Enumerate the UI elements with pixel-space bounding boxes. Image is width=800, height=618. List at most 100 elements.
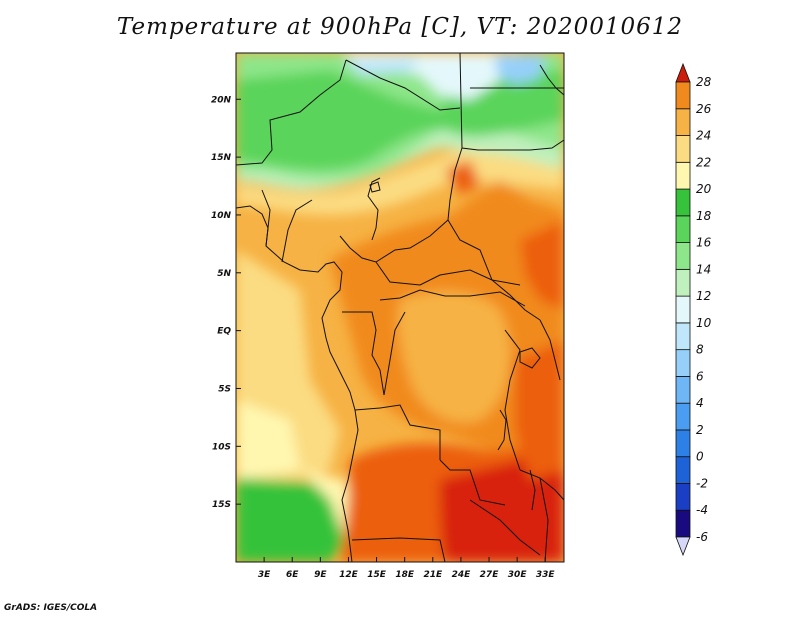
colorbar-under-triangle: [675, 536, 691, 557]
band-central-lighter: [398, 291, 511, 423]
colorbar-label: -2: [696, 476, 708, 490]
colorbar-box: [675, 135, 691, 163]
border-namibia: [351, 537, 446, 562]
colorbar-label: 8: [696, 343, 704, 357]
border-south-sudan: [491, 279, 541, 321]
colorbar-label: 28: [696, 75, 712, 89]
colorbar-box: [675, 402, 691, 431]
band-east-red: [515, 340, 564, 480]
blob-blue-ne: [495, 55, 545, 85]
band-pale-yellow: [236, 151, 564, 215]
colorbar-box: [675, 81, 691, 110]
band-north-mid-green: [236, 70, 564, 171]
colorbar-box: [675, 509, 691, 538]
y-tick-label: 20N: [211, 95, 232, 105]
y-tick-label: EQ: [217, 327, 231, 337]
border-benin-togo: [261, 189, 271, 247]
band-ne-red: [520, 220, 564, 310]
border-niger-chad: [367, 177, 381, 241]
border-drc-north: [379, 289, 526, 307]
border-zambia-zim: [469, 499, 541, 556]
colorbar-box: [675, 188, 691, 217]
x-tick-label: 3E: [258, 570, 271, 580]
border-gabon-congo: [342, 311, 385, 396]
x-tick-label: 21E: [423, 570, 443, 580]
colorbar-label: 4: [696, 396, 704, 410]
colorbar-label: 10: [696, 316, 712, 330]
band-sw-pale-edge: [300, 470, 355, 540]
border-niger-north: [345, 59, 461, 111]
border-libya-sudan: [459, 53, 564, 151]
lake-malawi: [529, 469, 536, 511]
lake-chad: [369, 181, 381, 193]
colorbar-label: 2: [696, 423, 704, 437]
colorbar-label: -4: [696, 503, 708, 517]
colorbar-label: 12: [696, 289, 711, 303]
x-tick-label: 18E: [395, 570, 415, 580]
grads-credit: GrADS: IGES/COLA: [4, 603, 98, 613]
colorbar-label: 26: [696, 102, 712, 116]
lake-tanganyika: [497, 409, 507, 451]
map-title: Temperature at 900hPa [C], VT: 202001061…: [116, 14, 684, 40]
colorbar-box: [675, 295, 691, 324]
colorbar-box: [675, 322, 691, 351]
x-tick-label: 12E: [339, 570, 359, 580]
x-tick-label: 6E: [286, 570, 299, 580]
colorbar-label: 14: [696, 262, 711, 276]
x-tick-label: 24E: [452, 570, 472, 580]
border-drc-east: [504, 329, 521, 471]
colorbar-label: 20: [696, 182, 712, 196]
colorbar-box: [675, 376, 691, 404]
colorbar-label: 0: [696, 450, 704, 464]
colorbar-label: 24: [696, 129, 711, 143]
y-tick-label: 10N: [211, 211, 232, 221]
map-axes: 3E 6E 9E 12E 15E 18E 21E 24E 27E 30E 33E 20N 15N 10N 5…: [211, 95, 556, 580]
colorbar-label: 16: [696, 236, 712, 250]
colorbar-box: [675, 108, 691, 136]
colorbar-label: 6: [696, 369, 704, 383]
red-sea-coast: [539, 64, 564, 96]
blob-blue-nw: [345, 58, 420, 75]
border-nigeria-cameroon: [339, 219, 449, 263]
colorbar-box: [675, 429, 691, 458]
border-congo-drc: [383, 311, 406, 396]
colorbar-box: [675, 215, 691, 243]
x-tick-label: 9E: [314, 570, 327, 580]
y-tick-label: 5S: [218, 384, 231, 394]
border-angola-north: [354, 404, 441, 460]
y-tick-label: 10S: [212, 442, 231, 452]
colorbar-label: 22: [696, 155, 711, 169]
border-mozambique: [539, 477, 549, 562]
colorbar-box: [675, 349, 691, 377]
y-tick-label: 15S: [212, 500, 231, 510]
colorbar-label: 18: [696, 209, 712, 223]
band-north-orange: [370, 180, 564, 280]
colorbar-box: [675, 242, 691, 270]
x-tick-label: 33E: [536, 570, 556, 580]
band-sw-green: [236, 478, 350, 562]
border-nigeria-west: [281, 199, 313, 263]
x-tick-label: 27E: [480, 570, 500, 580]
border-uganda-kenya: [539, 319, 561, 381]
band-chad-red: [445, 160, 480, 195]
temperature-field: [236, 53, 564, 562]
border-angola-zambia: [439, 459, 506, 506]
y-tick-label: 15N: [211, 153, 232, 163]
colorbar-box: [675, 268, 691, 297]
border-tanzania: [519, 469, 564, 501]
colorbar-box: [675, 161, 691, 190]
border-sahel-west: [236, 59, 347, 166]
colorbar-over-triangle: [675, 62, 691, 83]
lake-victoria: [519, 347, 541, 369]
colorbar-box: [675, 456, 691, 484]
map-frame: [235, 52, 565, 563]
band-sw-pale: [236, 400, 300, 480]
y-tick-label: 5N: [217, 269, 231, 279]
x-tick-label: 15E: [367, 570, 387, 580]
x-tick-label: 30E: [508, 570, 528, 580]
colorbar-label: -6: [696, 530, 708, 544]
colorbar-box: [675, 483, 691, 511]
country-borders: [236, 53, 564, 562]
